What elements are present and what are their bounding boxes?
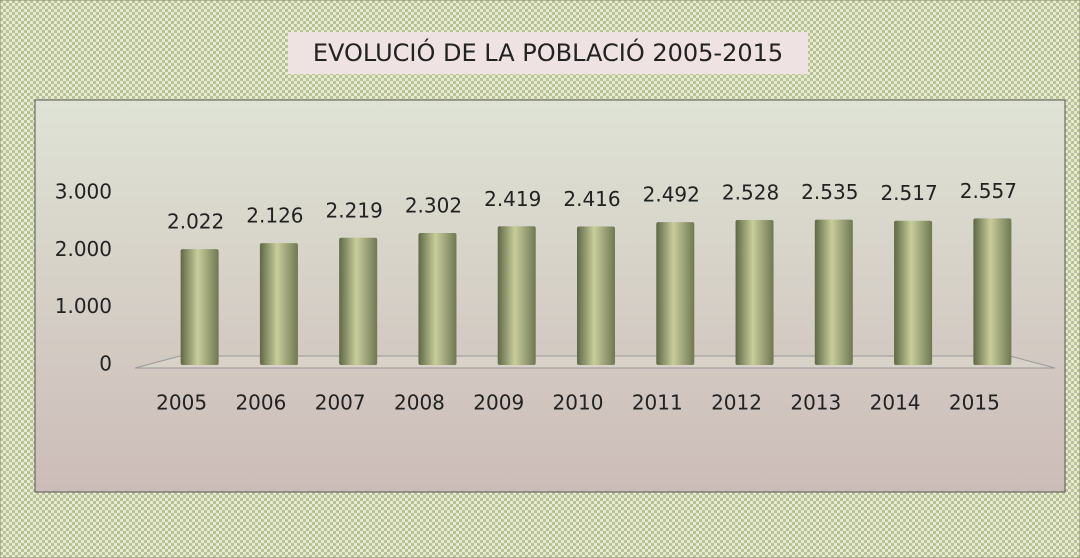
y-tick-label: 2.000 (55, 237, 112, 261)
x-tick-label: 2007 (315, 391, 366, 415)
value-label: 2.416 (563, 187, 620, 211)
x-tick-label: 2009 (473, 391, 524, 415)
bar (497, 226, 536, 365)
bar (259, 243, 298, 365)
bar (577, 226, 615, 365)
bar (656, 222, 695, 365)
x-tick-label: 2015 (949, 391, 1000, 415)
chart-title: EVOLUCIÓ DE LA POBLACIÓ 2005-2015 (313, 37, 783, 67)
y-tick-label: 0 (99, 352, 112, 376)
bar (735, 220, 774, 365)
value-label: 2.517 (880, 181, 937, 205)
value-label: 2.126 (246, 204, 303, 228)
y-tick-label: 3.000 (55, 180, 112, 204)
bar (814, 219, 853, 365)
x-tick-label: 2011 (632, 391, 683, 415)
value-label: 2.492 (643, 183, 700, 207)
value-label: 2.219 (326, 198, 383, 222)
value-label: 2.419 (484, 187, 541, 211)
bar (418, 233, 457, 365)
bar (973, 218, 1012, 365)
y-tick-label: 1.000 (55, 294, 112, 318)
x-tick-label: 2006 (235, 391, 286, 415)
x-tick-label: 2005 (156, 391, 207, 415)
value-label: 2.528 (722, 181, 779, 205)
bar (894, 220, 933, 365)
x-tick-label: 2014 (870, 391, 921, 415)
value-label: 2.022 (167, 210, 224, 234)
value-label: 2.302 (405, 194, 462, 218)
title-box (288, 32, 808, 74)
x-tick-label: 2012 (711, 391, 762, 415)
value-label: 2.535 (801, 180, 858, 204)
bar (180, 249, 219, 365)
value-label: 2.557 (960, 179, 1017, 203)
x-tick-label: 2010 (553, 391, 604, 415)
x-tick-label: 2008 (394, 391, 445, 415)
bar (339, 237, 378, 365)
x-tick-label: 2013 (790, 391, 841, 415)
